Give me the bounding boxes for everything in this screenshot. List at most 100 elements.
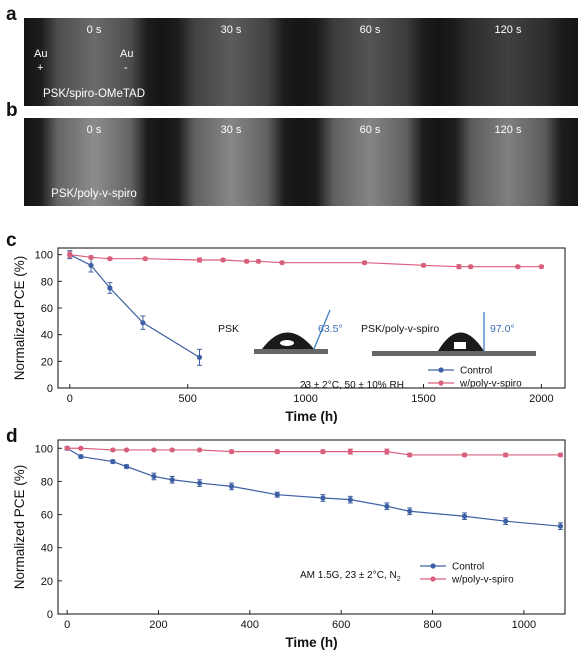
data-point [151,447,157,453]
data-point [169,477,175,483]
frame-caption: PSK/spiro-OMeTAD [42,88,146,100]
data-point [64,445,70,451]
y-axis-label: Normalized PCE (%) [12,256,27,381]
series-line [69,254,200,358]
data-point [123,463,130,470]
series-poly-v-spiro [67,251,545,270]
x-tick-label: 400 [241,619,259,631]
micrograph-a-30: 30 s [161,18,301,106]
data-point [361,260,368,266]
y-tick-label: 100 [35,250,53,262]
substrate-poly [372,351,536,356]
data-point [468,264,474,270]
series-line [67,447,561,456]
data-point [110,447,116,453]
data-point [557,523,564,529]
data-point [255,258,262,264]
data-point [67,252,73,258]
data-point [220,257,226,263]
legend-marker [438,380,444,386]
y-tick-label: 60 [41,303,53,315]
droplet-psk-glare [280,340,294,346]
micrograph-b-120: 120 s [438,118,578,206]
y-tick-label: 40 [41,330,53,342]
x-axis-label: Time (h) [285,409,337,424]
y-axis-label: Normalized PCE (%) [12,465,27,590]
panel-letter-b: b [6,100,18,121]
data-point [515,264,521,270]
condition-label: 23 ± 2°C, 50 ± 10% RH [300,380,404,391]
data-point [228,483,235,489]
contact-angle-insets: PSK 63.5° PSK/poly-v-spiro 97.0° 23 ± 2°… [218,309,536,391]
data-point [420,262,427,268]
inset-left-label: PSK [218,323,239,335]
substrate-psk [254,349,328,354]
legend-c: Control w/poly-v-spiro [428,366,522,390]
x-tick-label: 1000 [293,393,317,405]
legend-entry: Control [452,562,484,573]
series-control [64,445,564,530]
frame-time: 60 s [359,124,381,136]
data-point [461,452,468,458]
droplet-poly [438,332,484,351]
angle-line-psk [313,309,331,350]
frame-time: 120 s [494,24,522,36]
data-point [107,285,113,291]
electrode-right-label: Au [120,48,134,60]
legend-entry: w/poly-v-spiro [451,575,514,586]
y-tick-label: 80 [41,276,53,288]
data-point [503,452,509,458]
legend-entry: w/poly-v-spiro [459,379,522,390]
data-point [228,449,235,455]
data-point [384,503,390,509]
frame-time: 30 s [220,124,242,136]
data-point [107,256,113,262]
x-tick-label: 2000 [529,393,553,405]
x-tick-label: 500 [179,393,197,405]
data-point [461,513,468,519]
data-point [78,445,84,451]
frame-time: 0 s [86,24,102,36]
electrode-right-sign: - [124,62,128,74]
series-control [67,250,203,366]
data-point [196,257,203,263]
panel-letter-a: a [6,4,17,25]
data-point [78,453,84,460]
electrode-left-sign: + [37,62,44,74]
series-line [66,447,561,527]
legend-marker [430,563,436,569]
data-point [538,264,545,270]
data-point [347,497,353,503]
data-point [244,258,250,264]
legend-d: Control w/poly-v-spiro [420,562,514,586]
micrograph-b-0: 0 s PSK/poly-v-spiro [24,118,164,206]
inset-right-label: PSK/poly-v-spiro [361,323,439,335]
legend-entry: Control [460,366,492,377]
plot-frame [57,439,566,615]
data-point [407,508,413,514]
micrograph-a-60: 60 s [300,18,440,106]
y-tick-label: 0 [47,383,53,395]
x-tick-label: 200 [149,619,167,631]
x-tick-label: 1500 [411,393,435,405]
electrode-left-label: Au [34,48,48,60]
micrograph-a-120: 120 s [438,18,578,106]
x-tick-label: 0 [67,393,73,405]
data-point [279,260,285,266]
data-point [169,447,175,453]
x-tick-label: 0 [64,619,70,631]
x-tick-label: 1000 [512,619,536,631]
series-poly-v-spiro [64,445,564,458]
data-point [88,254,94,260]
inset-left-angle: 63.5° [318,323,343,335]
frame-time: 120 s [494,124,522,136]
legend-marker [438,367,444,373]
plot-frame [57,247,566,389]
micrograph-b-30: 30 s [161,118,301,206]
x-tick-label: 800 [423,619,441,631]
frame-time: 30 s [220,24,242,36]
data-point [123,447,130,453]
panel-letter-c: c [6,230,17,251]
data-point [196,480,203,486]
